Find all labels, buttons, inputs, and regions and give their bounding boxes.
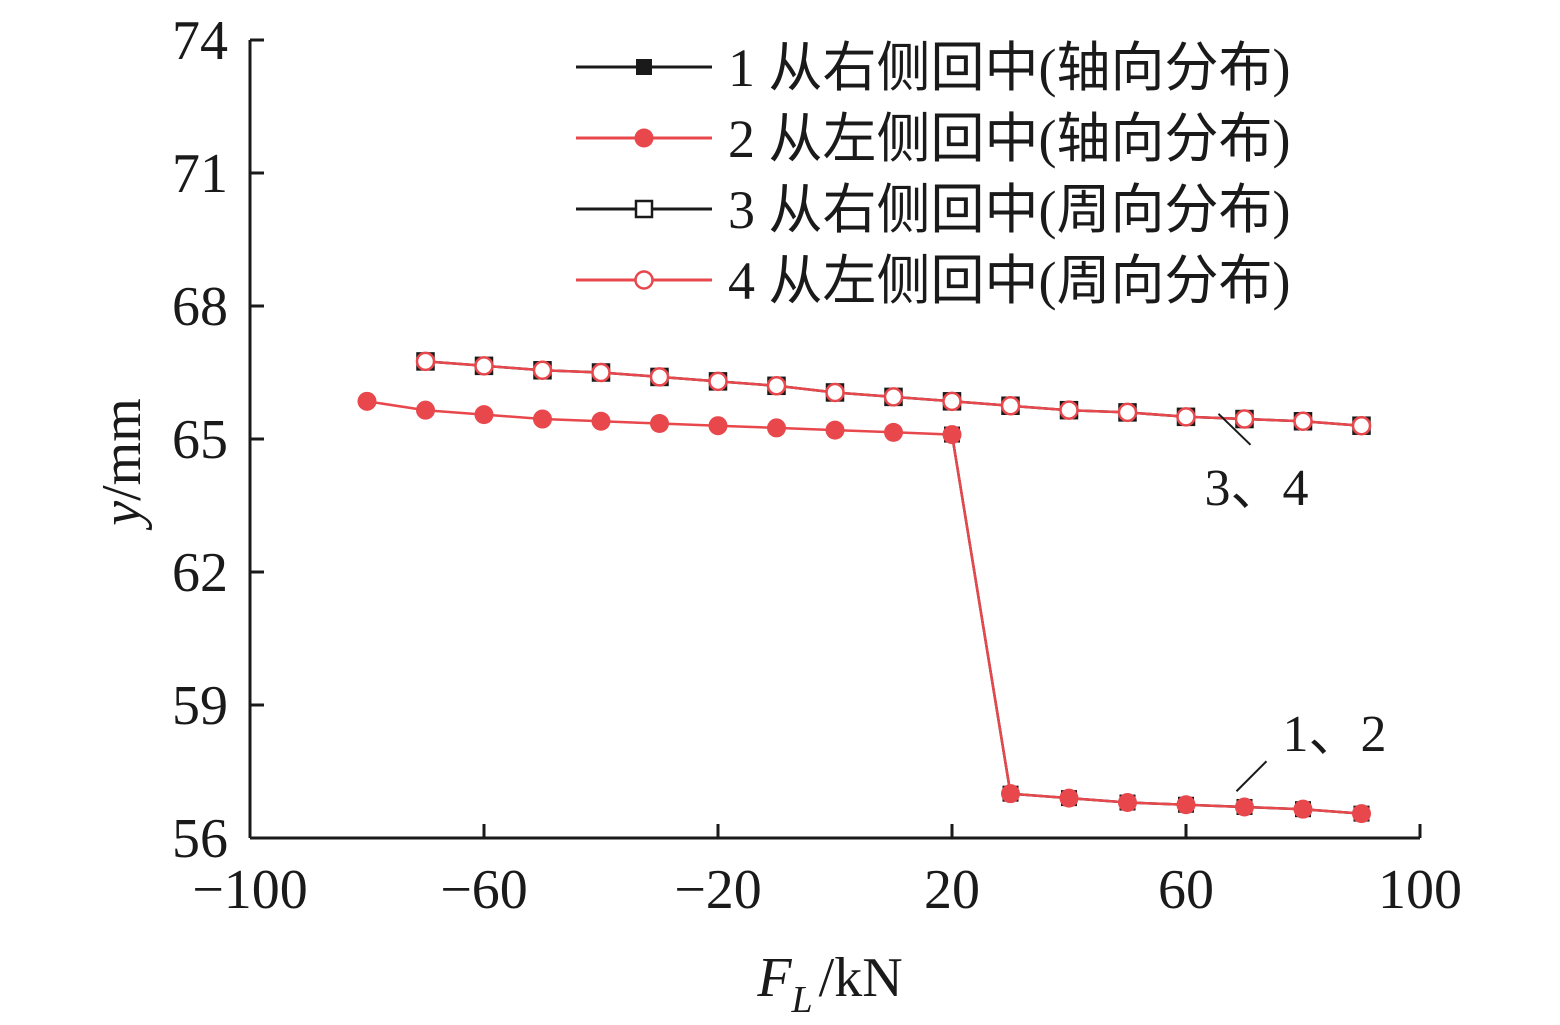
series-4 [415,351,1372,436]
annotation-leader [1217,413,1252,446]
series-4-point [532,360,553,381]
legend-item-1: 1 从右侧回中(轴向分布) [576,38,1290,98]
legend-label: 3 从右侧回中(周向分布) [728,180,1290,240]
series-4-point [825,382,845,403]
series-4-point [591,362,611,383]
x-tick-label: −100 [192,859,308,921]
series-layer [357,351,1372,824]
series-4-point [942,391,962,412]
legend-label: 2 从左侧回中(轴向分布) [728,109,1290,169]
y-tick-label: 59 [172,675,228,737]
legend-swatch-marker [634,128,654,148]
annotation-label: 3、4 [1204,460,1308,517]
series-4-point [649,367,670,387]
x-axis-sub: L [791,979,813,1021]
legend-item-2: 2 从左侧回中(轴向分布) [576,109,1290,169]
legend-swatch-marker [634,199,654,219]
legend-item-3: 3 从右侧回中(周向分布) [576,180,1290,240]
series-4-point [474,356,494,376]
series-2-point [1293,799,1313,819]
y-tick-label: 65 [172,409,228,471]
series-4-point [1351,415,1372,436]
series-4-point [766,376,787,396]
legend-swatch-marker [636,59,652,75]
series-2-line [366,400,1362,815]
series-4-point [1000,396,1021,416]
annotation-label: 1、2 [1282,706,1386,763]
series-4-point [1117,402,1138,423]
y-axis-unit: /mm [91,398,153,501]
series-2-point [533,409,552,429]
x-axis-unit: /kN [819,947,903,1009]
series-2-point [357,391,377,411]
annotation-leader [1235,760,1268,792]
y-axis-title: y/mm [91,398,153,531]
axes: 56 59 62 65 68 71 74 −100 −60 −20 20 60 100 [172,10,1462,921]
x-tick-label: 60 [1158,859,1214,921]
x-tick-label: 100 [1378,859,1462,921]
legend-item-4: 4 从左侧回中(周向分布) [576,251,1290,311]
series-4-point [708,371,728,392]
series-2-point [884,422,903,442]
x-tick-label: −60 [440,859,528,921]
x-axis-var: F [756,947,792,1009]
series-2-point [650,413,669,433]
series-2-point [416,400,435,420]
x-axis-title: FL/kN [756,947,902,1021]
series-2-point [1118,793,1137,813]
legend-label: 1 从右侧回中(轴向分布) [728,38,1290,98]
y-tick-label: 71 [172,143,228,205]
y-tick-label: 56 [172,808,228,870]
series-4-point [1293,411,1313,432]
y-tick-label: 74 [172,10,228,72]
x-tick-label: −20 [674,859,762,921]
legend: 1 从右侧回中(轴向分布) 2 从左侧回中(轴向分布) 3 从右侧回中(周向分布) 4… [576,38,1290,311]
series-4-point [1234,409,1255,429]
x-tick-label: 20 [924,859,980,921]
y-tick-label: 62 [172,542,228,604]
x-ticks: −100 −60 −20 20 60 100 [192,824,1462,921]
series-2-point [942,425,962,445]
series-2-point [1176,795,1196,815]
series-2-point [1352,804,1371,824]
y-axis-var: y [91,501,153,531]
series-4-point [1059,400,1079,420]
series-2 [357,391,1371,824]
legend-label: 4 从左侧回中(周向分布) [728,251,1290,311]
series-4-point [883,387,904,407]
series-2-point [825,420,845,440]
series-2-point [1059,788,1079,808]
series-2-point [1001,784,1020,804]
series-2-point [591,411,611,431]
series-4-point [1176,407,1196,427]
legend-swatch-marker [634,270,654,290]
series-4-point [415,351,436,372]
annotations: 3、4 1、2 [1204,413,1387,792]
y-ticks: 56 59 62 65 68 71 74 [172,10,264,870]
series-2-point [767,418,786,438]
series-2-point [474,405,494,425]
series-2-point [708,416,728,436]
y-tick-label: 68 [172,276,228,338]
series-2-point [1235,797,1254,817]
